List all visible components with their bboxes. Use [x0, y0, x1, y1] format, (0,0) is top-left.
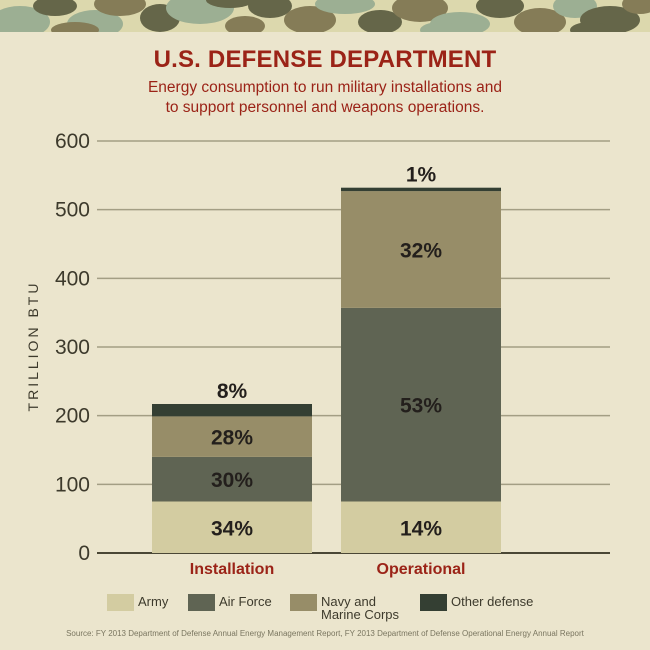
camouflage-banner — [0, 0, 650, 32]
legend-swatch-navy_marine — [290, 594, 317, 611]
segment-label-other_defense: 1% — [406, 164, 437, 187]
y-tick-label: 300 — [55, 336, 90, 359]
chart-title: U.S. DEFENSE DEPARTMENT — [153, 46, 497, 73]
bar-segment-other_defense — [341, 187, 501, 192]
camo-blob — [248, 0, 292, 18]
category-label: Installation — [190, 561, 274, 578]
camo-blob — [570, 22, 610, 32]
category-label: Operational — [377, 561, 466, 578]
segment-label-navy_marine: 28% — [211, 427, 253, 450]
bar-segment-navy_marine — [341, 191, 501, 308]
chart-subtitle-line-2: to support personnel and weapons operati… — [165, 99, 485, 116]
segment-label-other_defense: 8% — [217, 380, 248, 403]
y-tick-label: 100 — [55, 473, 90, 496]
camo-blob — [94, 0, 146, 16]
segment-label-army: 34% — [211, 517, 253, 540]
chart-subtitle-line-1: Energy consumption to run military insta… — [147, 79, 503, 96]
camo-blob — [392, 0, 448, 22]
camo-blob — [315, 0, 375, 14]
camo-blob — [420, 22, 460, 32]
y-tick-label: 200 — [55, 405, 90, 428]
camo-blob — [514, 8, 566, 32]
source-note: Source: FY 2013 Department of Defense An… — [66, 629, 584, 638]
y-tick-label: 400 — [55, 267, 90, 290]
legend-label-army: Army — [138, 594, 169, 609]
camo-blob — [225, 16, 265, 32]
segment-label-army: 14% — [400, 517, 442, 540]
y-axis-label: TRILLION BTU — [25, 281, 41, 412]
bar-segment-army — [341, 501, 501, 553]
camo-blob — [0, 6, 50, 32]
bar-segment-other_defense — [152, 403, 312, 417]
segment-label-air_force: 30% — [211, 469, 253, 492]
y-tick-label: 500 — [55, 199, 90, 222]
camo-blob — [476, 0, 524, 18]
legend-swatch-air_force — [188, 594, 215, 611]
legend-label-air_force: Air Force — [219, 594, 272, 609]
camo-blob — [51, 22, 99, 32]
segment-label-navy_marine: 32% — [400, 239, 442, 262]
bar-segment-army — [152, 501, 312, 553]
segment-label-air_force: 53% — [400, 395, 442, 418]
camo-blob — [33, 0, 77, 16]
camo-blob — [358, 10, 402, 32]
camo-blob — [206, 0, 254, 8]
camo-blob — [284, 6, 336, 32]
legend-swatch-army — [107, 594, 134, 611]
bar-segment-air_force — [341, 307, 501, 502]
bar-segment-air_force — [152, 456, 312, 502]
bar-segment-navy_marine — [152, 416, 312, 457]
legend-label-navy_marine: Navy and — [321, 594, 376, 609]
y-tick-label: 0 — [78, 542, 90, 565]
legend-swatch-other_defense — [420, 594, 447, 611]
legend-label-other_defense: Other defense — [451, 594, 533, 609]
y-tick-label: 600 — [55, 130, 90, 153]
camo-blob — [622, 0, 650, 14]
legend-label-navy_marine: Marine Corps — [321, 607, 400, 622]
